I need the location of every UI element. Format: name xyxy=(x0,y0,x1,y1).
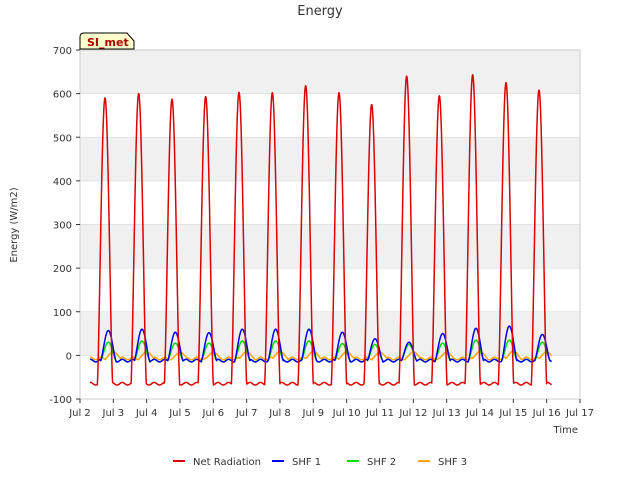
y-tick-label: 600 xyxy=(53,90,72,101)
x-tick-label: Jul 5 xyxy=(168,408,191,419)
plot-band xyxy=(80,50,580,94)
y-tick-label: 100 xyxy=(53,308,72,319)
plot-band xyxy=(80,137,580,181)
y-tick-label: 0 xyxy=(66,351,72,362)
plot-band xyxy=(80,355,580,399)
plot-band xyxy=(80,93,580,138)
y-tick-label: -100 xyxy=(49,395,72,406)
chart-title: Energy xyxy=(297,4,343,19)
y-tick-label: 700 xyxy=(53,46,72,57)
x-tick-label: Jul 12 xyxy=(398,408,427,419)
x-tick-label: Jul 6 xyxy=(202,408,225,419)
y-tick-label: 500 xyxy=(53,133,72,144)
series-line-net-radiation xyxy=(89,74,553,386)
x-tick-label: Jul 17 xyxy=(565,408,594,419)
x-axis-ticks: Jul 2 Jul 3 Jul 4 Jul 5 Jul 6 Jul 7 Jul 8 Jul 9… xyxy=(68,399,594,419)
x-tick-label: Jul 7 xyxy=(235,408,258,419)
x-tick-label: Jul 4 xyxy=(135,408,158,419)
x-tick-label: Jul 9 xyxy=(302,408,325,419)
annotation-label: SI_met xyxy=(87,36,129,49)
x-tick-label: Jul 11 xyxy=(365,408,394,419)
x-tick-label: Jul 14 xyxy=(465,408,494,419)
y-tick-label: 400 xyxy=(53,177,72,188)
x-tick-label: Jul 3 xyxy=(102,408,125,419)
y-axis-label: Energy (W/m2) xyxy=(9,187,20,262)
x-tick-label: Jul 16 xyxy=(532,408,561,419)
legend: Net Radiation SHF 1 SHF 2 SHF 3 xyxy=(173,457,467,468)
y-axis-ticks: -100 0 100 200 300 400 500 600 700 xyxy=(49,46,80,406)
plot-band xyxy=(80,311,580,356)
y-tick-label: 300 xyxy=(53,221,72,232)
x-tick-label: Jul 15 xyxy=(498,408,527,419)
legend-label: SHF 3 xyxy=(438,457,467,468)
x-tick-label: Jul 8 xyxy=(268,408,291,419)
plot-background-bands xyxy=(80,50,580,399)
legend-label: SHF 2 xyxy=(367,457,396,468)
x-axis-label: Time xyxy=(553,425,578,436)
data-series xyxy=(89,74,553,386)
series-line-shf-1 xyxy=(89,325,553,363)
x-tick-label: Jul 2 xyxy=(68,408,91,419)
legend-label: SHF 1 xyxy=(292,457,321,468)
series-line-shf-3 xyxy=(89,350,553,361)
annotation-box xyxy=(79,32,135,50)
site-annotation: SI_met xyxy=(79,32,135,50)
plot-band xyxy=(80,180,580,225)
x-tick-label: Jul 13 xyxy=(432,408,461,419)
plot-band xyxy=(80,224,580,269)
legend-label: Net Radiation xyxy=(193,457,261,468)
plot-band xyxy=(80,268,580,312)
x-tick-label: Jul 10 xyxy=(332,408,361,419)
y-tick-label: 200 xyxy=(53,264,72,275)
